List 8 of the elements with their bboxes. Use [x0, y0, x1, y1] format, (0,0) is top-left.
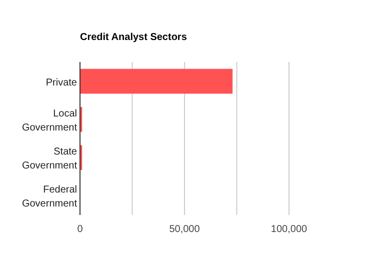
y-tick-label: Federal Government — [22, 184, 78, 210]
x-tick-label: 0 — [77, 224, 84, 236]
x-tick-label: 50,000 — [169, 224, 200, 236]
chart-title: Credit Analyst Sectors — [80, 32, 188, 43]
y-tick-label: Private — [46, 77, 78, 88]
y-tick-label: State Government — [22, 146, 78, 172]
y-tick-label: Local Government — [22, 108, 78, 134]
x-tick-label: 100,000 — [270, 224, 308, 236]
